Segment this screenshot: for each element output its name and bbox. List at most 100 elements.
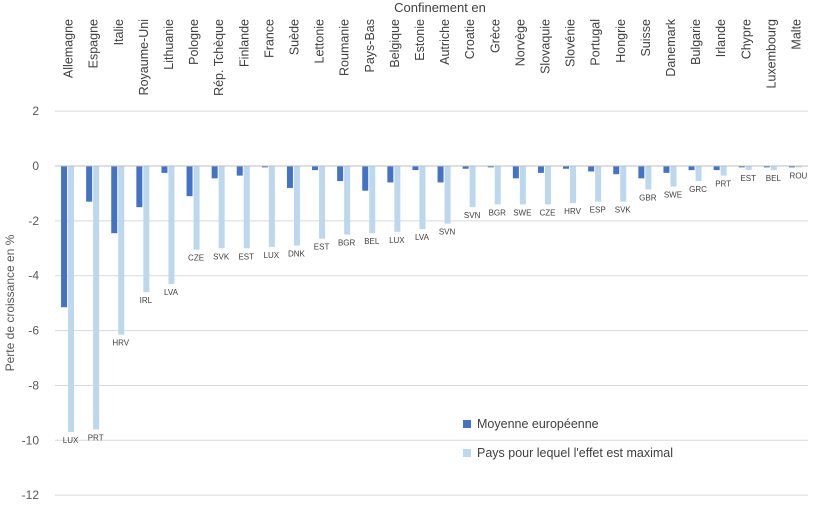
legend-swatch-moyenne <box>463 420 471 428</box>
bar-maximal <box>143 166 150 293</box>
data-label: BEL <box>364 237 380 246</box>
category-label: Croatie <box>463 19 477 59</box>
bar-moyenne <box>312 166 319 171</box>
y-tick-label: -6 <box>28 324 39 338</box>
data-label: HRV <box>112 339 129 348</box>
bar-moyenne <box>86 166 93 202</box>
bar-moyenne <box>663 166 670 173</box>
bar-maximal <box>695 166 702 182</box>
legend: Moyenne européenne Pays pour lequel l'ef… <box>463 417 673 460</box>
bar-moyenne <box>111 166 118 234</box>
bar-maximal <box>595 166 602 202</box>
bar-maximal <box>344 166 351 235</box>
bar-maximal <box>268 166 275 247</box>
bar-moyenne <box>362 166 369 191</box>
legend-swatch-maximal <box>463 449 471 457</box>
category-label: Chypre <box>739 19 753 59</box>
legend-label-moyenne: Moyenne européenne <box>477 417 599 431</box>
category-label: Hongrie <box>614 19 628 63</box>
bar-moyenne <box>613 166 620 175</box>
data-label: GRC <box>689 185 707 194</box>
category-label: Grèce <box>488 19 502 53</box>
category-label: Estonie <box>413 19 427 61</box>
bar-maximal <box>570 166 577 204</box>
bar-moyenne <box>537 166 544 173</box>
bar-moyenne <box>638 166 645 179</box>
data-label: EST <box>238 252 254 261</box>
bar-moyenne <box>738 166 745 168</box>
bar-moyenne <box>337 166 344 182</box>
data-label: DNK <box>288 250 306 259</box>
bar-moyenne <box>588 166 595 172</box>
category-label: France <box>262 19 276 58</box>
chart-title: Confinement en <box>394 0 486 15</box>
bar-maximal <box>544 166 551 205</box>
category-label: Suède <box>287 19 301 55</box>
y-tick-label: -2 <box>28 214 39 228</box>
category-label: Norvège <box>513 19 527 66</box>
data-label: PRT <box>715 180 731 189</box>
bar-maximal <box>720 166 727 176</box>
bar-maximal <box>168 166 175 284</box>
data-label: SVK <box>213 252 230 261</box>
bar-moyenne <box>136 166 143 208</box>
category-label: Pays-Bas <box>363 19 377 73</box>
category-label: Autriche <box>438 19 452 65</box>
series-maximal <box>68 166 802 433</box>
category-label: Luxembourg <box>764 19 778 89</box>
data-label: BGR <box>489 208 507 217</box>
bar-maximal <box>645 166 652 190</box>
data-label: SVN <box>464 211 481 220</box>
bar-moyenne <box>437 166 444 183</box>
data-label: EST <box>314 243 330 252</box>
bar-maximal <box>745 166 752 171</box>
data-label: CZE <box>539 208 555 217</box>
category-label: Roumanie <box>338 19 352 76</box>
data-label: LUX <box>264 251 280 260</box>
category-label: Portugal <box>589 19 603 66</box>
bar-maximal <box>670 166 677 187</box>
bar-moyenne <box>788 166 795 168</box>
gridlines <box>55 110 808 496</box>
bar-maximal <box>469 166 476 208</box>
bar-moyenne <box>412 166 419 171</box>
bar-maximal <box>218 166 225 249</box>
data-label: GBR <box>639 193 657 202</box>
bar-moyenne <box>387 166 394 183</box>
category-labels: Allemagne Espagne Italie Royaume-Uni Lithuan… <box>62 18 804 96</box>
bar-moyenne <box>487 166 494 168</box>
bar-maximal <box>394 166 401 232</box>
legend-label-maximal: Pays pour lequel l'effet est maximal <box>477 446 673 460</box>
series-moyenne <box>61 166 795 308</box>
bar-moyenne <box>61 166 68 308</box>
bar-moyenne <box>763 166 770 168</box>
category-label: Lettonie <box>313 19 327 64</box>
data-label: HRV <box>564 207 581 216</box>
bar-moyenne <box>462 166 469 169</box>
data-label: BEL <box>766 174 782 183</box>
bar-moyenne <box>688 166 695 171</box>
bar-maximal <box>193 166 200 250</box>
category-label: Belgique <box>388 19 402 68</box>
bar-maximal <box>795 166 802 168</box>
bar-maximal <box>444 166 451 224</box>
bar-moyenne <box>261 166 268 168</box>
data-labels: LUX PRT HRV IRL LVA CZE SVK EST LUX DNK EST BGR BEL L… <box>63 171 808 445</box>
bar-moyenne <box>211 166 218 179</box>
category-label: Rép. Tchèque <box>212 19 226 96</box>
data-label: SVN <box>439 228 456 237</box>
bar-maximal <box>319 166 326 239</box>
bar-maximal <box>770 166 777 171</box>
bar-maximal <box>620 166 627 202</box>
category-label: Danemark <box>664 18 678 76</box>
data-label: LVA <box>415 233 430 242</box>
bar-maximal <box>118 166 125 335</box>
bar-maximal <box>243 166 250 249</box>
y-tick-label: 2 <box>32 104 39 118</box>
bar-maximal <box>93 166 100 430</box>
bar-moyenne <box>713 166 720 171</box>
bar-moyenne <box>512 166 519 179</box>
category-label: Royaume-Uni <box>137 19 151 95</box>
y-tick-label: -12 <box>22 488 40 502</box>
